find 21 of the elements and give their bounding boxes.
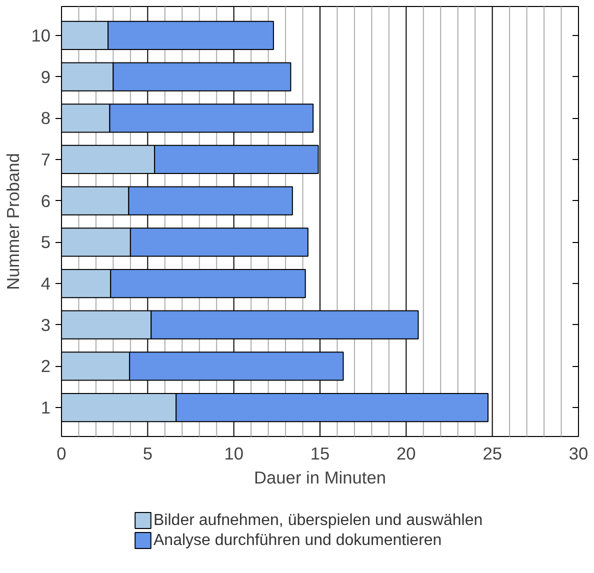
x-tick-label: 30 [568,444,588,464]
x-tick-label: 15 [310,444,330,464]
x-tick-label: 10 [224,444,244,464]
x-tick-label: 0 [56,444,66,464]
legend-label: Analyse durchführen und dokumentieren [154,532,442,549]
legend-label: Bilder aufnehmen, überspielen und auswählen [154,512,483,529]
y-tick-label: 1 [40,398,51,418]
y-tick-label: 3 [40,314,51,335]
y-tick-label: 2 [40,356,51,376]
y-tick-label: 4 [40,274,51,294]
y-tick-label: 8 [40,108,51,128]
y-tick-label: 10 [31,25,51,46]
y-tick-label: 6 [40,190,51,211]
y-tick-label: 9 [40,66,51,87]
x-tick-label: 20 [396,444,416,464]
x-axis-title: Dauer in Minuten [254,468,386,488]
y-axis-title: Nummer Proband [3,153,24,290]
y-tick-label: 5 [40,232,51,252]
x-tick-label: 25 [482,444,502,464]
y-tick-label: 7 [40,149,51,170]
x-tick-label: 5 [142,444,152,464]
